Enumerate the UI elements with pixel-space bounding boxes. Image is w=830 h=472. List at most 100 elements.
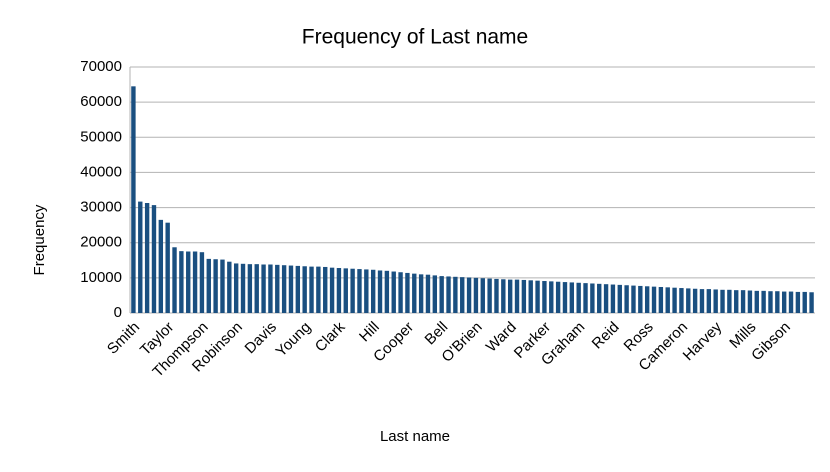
bar (227, 261, 232, 313)
bar (781, 291, 787, 313)
bar (788, 291, 794, 313)
bar (720, 289, 725, 313)
bar (809, 292, 814, 313)
y-tick-label: 20000 (80, 234, 122, 251)
bar (576, 282, 581, 313)
bar (151, 205, 157, 313)
bar (535, 280, 540, 313)
bar (775, 291, 780, 313)
bar (555, 281, 561, 313)
bar (549, 281, 554, 313)
bar (446, 276, 451, 313)
bar (487, 278, 492, 313)
bar (138, 201, 143, 313)
y-tick-label: 10000 (80, 269, 122, 286)
bar (658, 286, 664, 313)
bar (610, 284, 616, 313)
bar (590, 283, 595, 313)
bar (418, 274, 424, 313)
bar (768, 291, 773, 313)
bar (460, 277, 465, 313)
bar (233, 263, 239, 313)
bar (412, 273, 417, 313)
bar (644, 286, 650, 313)
bar (220, 259, 225, 313)
bar (275, 264, 280, 313)
bar (336, 268, 342, 313)
bar (686, 288, 691, 313)
bar (377, 270, 383, 313)
bar (357, 269, 362, 313)
bar (405, 272, 410, 313)
bar (261, 264, 266, 313)
bar (144, 203, 150, 313)
bar (391, 271, 396, 313)
y-tick-label: 70000 (80, 58, 122, 75)
bar (370, 269, 376, 313)
bar (343, 268, 348, 313)
bar (439, 276, 444, 313)
bar (281, 265, 287, 313)
bar (617, 284, 622, 313)
bar (350, 268, 355, 313)
bar (398, 272, 403, 313)
bar (453, 276, 458, 313)
bar (672, 287, 677, 313)
y-tick-label: 60000 (80, 93, 122, 110)
bar (713, 289, 718, 313)
bar (329, 267, 335, 313)
bar (569, 282, 575, 313)
bar (521, 279, 527, 313)
bar (679, 288, 684, 313)
bar (302, 266, 307, 313)
chart-title: Frequency of Last name (302, 26, 528, 49)
bar (501, 279, 506, 313)
bar (364, 269, 369, 313)
bar (631, 285, 636, 313)
bar (734, 290, 739, 313)
bar (692, 288, 698, 313)
bar (172, 247, 177, 313)
y-tick-label: 40000 (80, 163, 122, 180)
bar (706, 289, 712, 313)
bar (740, 290, 746, 313)
bar (199, 252, 205, 313)
bar (583, 283, 588, 313)
bar (638, 285, 643, 313)
bar (624, 285, 629, 313)
bar (179, 251, 184, 313)
bar (425, 274, 431, 313)
bar (761, 290, 766, 313)
bar (603, 284, 609, 313)
bar (754, 290, 759, 313)
bar (562, 282, 568, 313)
bar (247, 264, 253, 313)
bar (288, 265, 294, 313)
bar (384, 270, 390, 313)
bar (747, 290, 753, 313)
bar (131, 86, 136, 313)
bar (466, 277, 472, 313)
bar (323, 266, 328, 313)
bar (795, 291, 801, 313)
bar (665, 287, 670, 313)
bar (295, 265, 301, 313)
bar (309, 266, 314, 313)
bar (268, 264, 273, 313)
bar (186, 251, 191, 313)
bar (514, 279, 520, 313)
bar (240, 263, 246, 313)
bar (158, 219, 164, 313)
bar (206, 258, 211, 313)
bar (432, 275, 438, 313)
x-axis-label: Last name (380, 428, 450, 445)
y-tick-label: 50000 (80, 128, 122, 145)
bar (727, 289, 732, 313)
bar (473, 277, 479, 313)
y-axis-label: Frequency (31, 204, 48, 275)
bar (165, 222, 170, 313)
bar (597, 283, 602, 313)
bar (528, 280, 533, 313)
